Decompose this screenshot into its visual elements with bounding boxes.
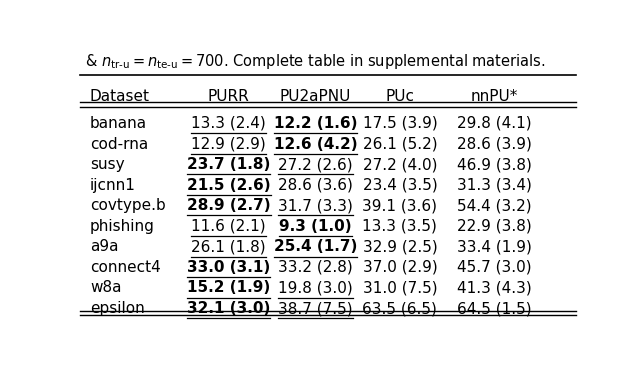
Text: 12.9 (2.9): 12.9 (2.9) xyxy=(191,137,266,151)
Text: 26.1 (1.8): 26.1 (1.8) xyxy=(191,239,266,255)
Text: 54.4 (3.2): 54.4 (3.2) xyxy=(457,198,531,213)
Text: PUc: PUc xyxy=(385,89,415,104)
Text: 23.7 (1.8): 23.7 (1.8) xyxy=(187,157,271,172)
Text: cod-rna: cod-rna xyxy=(90,137,148,151)
Text: PURR: PURR xyxy=(208,89,250,104)
Text: ijcnn1: ijcnn1 xyxy=(90,178,136,193)
Text: covtype.b: covtype.b xyxy=(90,198,166,213)
Text: 12.6 (4.2): 12.6 (4.2) xyxy=(274,137,357,151)
Text: epsilon: epsilon xyxy=(90,301,145,316)
Text: a9a: a9a xyxy=(90,239,118,255)
Text: PU2aPNU: PU2aPNU xyxy=(280,89,351,104)
Text: phishing: phishing xyxy=(90,219,155,234)
Text: 41.3 (4.3): 41.3 (4.3) xyxy=(457,280,532,295)
Text: Dataset: Dataset xyxy=(90,89,150,104)
Text: 13.3 (2.4): 13.3 (2.4) xyxy=(191,116,266,131)
Text: 31.7 (3.3): 31.7 (3.3) xyxy=(278,198,353,213)
Text: 63.5 (6.5): 63.5 (6.5) xyxy=(362,301,437,316)
Text: 27.2 (4.0): 27.2 (4.0) xyxy=(363,157,437,172)
Text: 31.0 (7.5): 31.0 (7.5) xyxy=(363,280,437,295)
Text: 22.9 (3.8): 22.9 (3.8) xyxy=(457,219,532,234)
Text: 13.3 (3.5): 13.3 (3.5) xyxy=(362,219,437,234)
Text: 32.9 (2.5): 32.9 (2.5) xyxy=(362,239,437,255)
Text: 33.4 (1.9): 33.4 (1.9) xyxy=(457,239,532,255)
Text: 15.2 (1.9): 15.2 (1.9) xyxy=(187,280,271,295)
Text: 23.4 (3.5): 23.4 (3.5) xyxy=(362,178,437,193)
Text: connect4: connect4 xyxy=(90,260,161,275)
Text: 25.4 (1.7): 25.4 (1.7) xyxy=(274,239,357,255)
Text: 12.2 (1.6): 12.2 (1.6) xyxy=(274,116,357,131)
Text: 32.1 (3.0): 32.1 (3.0) xyxy=(187,301,271,316)
Text: 28.9 (2.7): 28.9 (2.7) xyxy=(187,198,271,213)
Text: 26.1 (5.2): 26.1 (5.2) xyxy=(363,137,437,151)
Text: 28.6 (3.6): 28.6 (3.6) xyxy=(278,178,353,193)
Text: 27.2 (2.6): 27.2 (2.6) xyxy=(278,157,353,172)
Text: 9.3 (1.0): 9.3 (1.0) xyxy=(279,219,352,234)
Text: 31.3 (3.4): 31.3 (3.4) xyxy=(457,178,532,193)
Text: susy: susy xyxy=(90,157,125,172)
Text: 45.7 (3.0): 45.7 (3.0) xyxy=(457,260,531,275)
Text: 28.6 (3.9): 28.6 (3.9) xyxy=(457,137,532,151)
Text: & $n_{\rm tr\text{-}u} = n_{\rm te\text{-}u} = 700$. Complete table in supplemen: & $n_{\rm tr\text{-}u} = n_{\rm te\text{… xyxy=(85,52,545,70)
Text: 64.5 (1.5): 64.5 (1.5) xyxy=(457,301,531,316)
Text: 46.9 (3.8): 46.9 (3.8) xyxy=(457,157,532,172)
Text: banana: banana xyxy=(90,116,147,131)
Text: 38.7 (7.5): 38.7 (7.5) xyxy=(278,301,353,316)
Text: 19.8 (3.0): 19.8 (3.0) xyxy=(278,280,353,295)
Text: 29.8 (4.1): 29.8 (4.1) xyxy=(457,116,531,131)
Text: 33.2 (2.8): 33.2 (2.8) xyxy=(278,260,353,275)
Text: 17.5 (3.9): 17.5 (3.9) xyxy=(362,116,437,131)
Text: 39.1 (3.6): 39.1 (3.6) xyxy=(362,198,437,213)
Text: nnPU*: nnPU* xyxy=(470,89,518,104)
Text: w8a: w8a xyxy=(90,280,122,295)
Text: 37.0 (2.9): 37.0 (2.9) xyxy=(362,260,437,275)
Text: 11.6 (2.1): 11.6 (2.1) xyxy=(191,219,266,234)
Text: 21.5 (2.6): 21.5 (2.6) xyxy=(187,178,271,193)
Text: 33.0 (3.1): 33.0 (3.1) xyxy=(187,260,271,275)
